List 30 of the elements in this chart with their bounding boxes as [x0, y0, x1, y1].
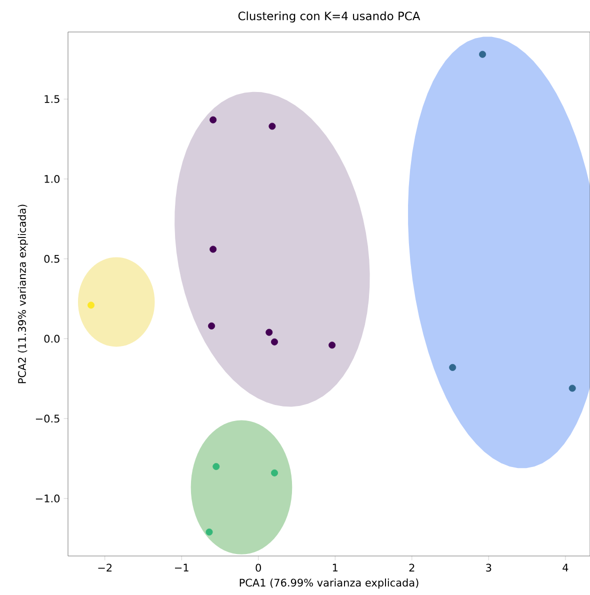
point	[328, 342, 336, 349]
point	[270, 469, 278, 476]
x-tick-label: −1	[175, 564, 188, 572]
x-axis-title: PCA1 (76.99% varianza explicada)	[240, 578, 418, 589]
x-tick-label: 2	[409, 564, 414, 572]
y-tick-label: 0.5	[44, 254, 60, 263]
point	[212, 463, 220, 470]
x-tick-label: 0	[256, 564, 261, 572]
point	[210, 246, 217, 253]
x-tick-label: −2	[98, 564, 112, 572]
point	[568, 384, 576, 392]
point	[266, 328, 273, 336]
x-tick-label: 3	[486, 564, 492, 572]
y-tick-label: −0.5	[36, 414, 60, 423]
point	[206, 528, 213, 536]
x-tick-label: 1	[332, 564, 338, 572]
point	[208, 322, 216, 330]
x-tick-label: 4	[562, 564, 568, 572]
chart-title: Clustering con K=4 usando PCA	[238, 11, 420, 22]
point	[88, 302, 95, 309]
y-axis-title: PCA2 (11.39% varianza explicada)	[18, 204, 28, 384]
point	[210, 116, 217, 124]
y-tick-label: −1.0	[36, 494, 60, 502]
point	[449, 364, 456, 371]
y-tick-label: 1.0	[44, 175, 60, 183]
y-tick-label: 1.5	[44, 95, 60, 103]
point	[479, 50, 486, 58]
point	[270, 338, 278, 346]
y-tick-label: 0.0	[44, 334, 60, 343]
point	[268, 122, 276, 130]
